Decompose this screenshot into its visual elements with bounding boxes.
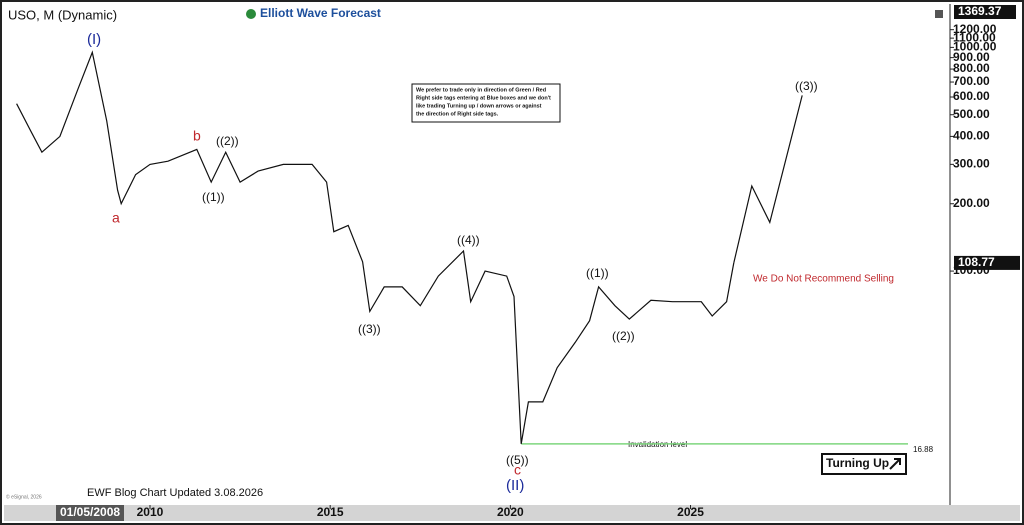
last-price: 108.77 <box>958 255 995 269</box>
top-price: 1369.37 <box>958 4 1002 18</box>
wave-label: b <box>193 128 201 144</box>
wave-label: (II) <box>506 477 524 494</box>
x-tick-label: 2015 <box>317 505 344 519</box>
copyright: © eSignal, 2026 <box>6 493 42 500</box>
footer: EWF Blog Chart Updated 3.08.2026 <box>87 487 263 499</box>
note-box <box>411 83 561 123</box>
y-tick-label: 1100.00 <box>953 30 996 44</box>
note-line: We prefer to trade only in direction of … <box>416 87 546 93</box>
turning-arrow <box>889 458 901 470</box>
wave-label: ((1)) <box>586 266 609 280</box>
y-tick-label: 1200.00 <box>953 22 997 36</box>
wave-label: ((1)) <box>202 190 225 204</box>
brand-logo <box>246 9 256 19</box>
wave-label: ((4)) <box>457 233 480 247</box>
icon <box>935 10 943 18</box>
wave-label: c <box>514 462 521 478</box>
wave-label: ((2)) <box>216 134 239 148</box>
y-tick-label: 500.00 <box>953 107 990 121</box>
wave-label: (I) <box>87 31 101 48</box>
y-tick-label: 800.00 <box>953 61 990 75</box>
turning-label: Turning Up <box>826 456 889 470</box>
wave-label: a <box>112 210 120 226</box>
turning-box <box>821 453 907 475</box>
y-tick-label: 300.00 <box>953 157 990 171</box>
brand: Elliott Wave Forecast <box>260 6 381 20</box>
wave-label: ((3)) <box>358 322 381 336</box>
x-tick-label: 2025 <box>677 505 704 519</box>
note-line: Right side tags entering at Blue boxes a… <box>416 95 551 101</box>
warning: We Do Not Recommend Selling <box>753 274 894 285</box>
chart-title: USO, M (Dynamic) <box>8 7 117 22</box>
x-tick-label: 2010 <box>137 505 164 519</box>
price-line <box>733 95 803 264</box>
last-price-box <box>954 255 1020 270</box>
wave-label: ((2)) <box>612 329 635 343</box>
invalidation-value: 16.88 <box>913 445 934 454</box>
y-tick-label: 600.00 <box>953 89 990 103</box>
top-price-box <box>954 5 1016 19</box>
cursor-date-box <box>56 505 124 521</box>
y-tick-label: 1000.00 <box>953 40 997 54</box>
y-tick-label: 200.00 <box>953 196 990 210</box>
cursor-date: 01/05/2008 <box>60 505 120 519</box>
wave-label: ((5)) <box>506 453 529 467</box>
y-tick-label: 900.00 <box>953 50 990 64</box>
y-tick-label: 700.00 <box>953 74 990 88</box>
y-tick-label: 400.00 <box>953 129 990 143</box>
note-line: like trading Turning up / down arrows or… <box>416 103 542 109</box>
time-axis-bar <box>4 505 1020 521</box>
x-tick-label: 2020 <box>497 505 524 519</box>
price-line <box>16 50 735 445</box>
note-line: the direction of Right side tags. <box>416 111 499 117</box>
wave-label: ((3)) <box>795 79 818 93</box>
